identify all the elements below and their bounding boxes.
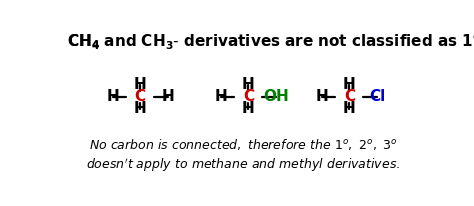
- Text: H: H: [343, 77, 356, 92]
- Text: H: H: [134, 101, 146, 116]
- Text: C: C: [344, 89, 355, 104]
- Text: $\mathbf{CH_4\ and\ CH_3\text{-}\ derivatives\ are\ not\ classified\ as\ }$$\mat: $\mathbf{CH_4\ and\ CH_3\text{-}\ deriva…: [66, 33, 474, 52]
- Text: C: C: [135, 89, 146, 104]
- Text: C: C: [243, 89, 254, 104]
- Text: H: H: [161, 89, 174, 104]
- Text: H: H: [215, 89, 227, 104]
- Text: H: H: [106, 89, 119, 104]
- Text: OH: OH: [263, 89, 289, 104]
- Text: $\it{No\ carbon\ is\ connected,\ therefore\ the\ }$$\mathit{1}$$^{\mathit{o}}$$\: $\it{No\ carbon\ is\ connected,\ therefo…: [89, 137, 397, 152]
- Text: Cl: Cl: [369, 89, 385, 104]
- Text: $\it{doesn't\ apply\ to\ methane\ and\ methyl\ derivatives.}$: $\it{doesn't\ apply\ to\ methane\ and\ m…: [86, 156, 400, 174]
- Text: H: H: [134, 77, 146, 92]
- Text: H: H: [316, 89, 328, 104]
- Text: H: H: [242, 77, 255, 92]
- Text: H: H: [343, 101, 356, 116]
- Text: H: H: [242, 101, 255, 116]
- Text: $\mathbf{CH_4}$: $\mathbf{CH_4}$: [66, 33, 100, 51]
